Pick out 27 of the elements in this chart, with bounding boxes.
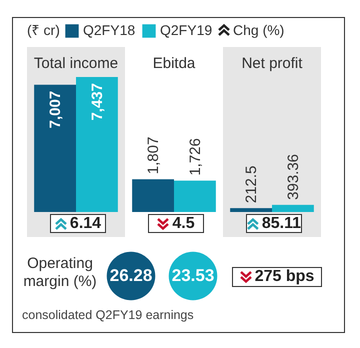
bar (34, 84, 76, 212)
legend-label: Q2FY18 (83, 22, 136, 38)
data-label: 1,726 (186, 138, 204, 176)
legend-title: (₹ cr) (27, 22, 60, 38)
x-tick-label: Ebitda (152, 55, 196, 72)
text: consolidated Q2FY19 earnings (22, 308, 194, 322)
text: 275 bps (254, 268, 314, 286)
data-label: 1,807 (145, 136, 162, 174)
bar (132, 179, 174, 212)
data-label: 7,437 (88, 83, 106, 121)
bar (272, 204, 314, 212)
data-label: 7,007 (47, 90, 64, 128)
text: 6.14 (70, 214, 102, 232)
data-label: 393.36 (284, 154, 302, 200)
bar (76, 77, 118, 212)
legend-label: Q2FY19 (160, 22, 212, 38)
data-label: 212.5 (243, 166, 260, 204)
bar (174, 180, 216, 212)
bar (230, 208, 272, 212)
text: Chg (%) (233, 22, 284, 38)
text: Operating margin (%) (22, 255, 98, 291)
x-tick-label: Total income (34, 55, 118, 72)
x-tick-label: Net profit (242, 55, 304, 72)
data-label: 26.28 (110, 266, 152, 285)
text: 85.11 (262, 214, 301, 232)
data-label: 23.53 (172, 266, 214, 285)
text: 4.5 (172, 214, 195, 232)
